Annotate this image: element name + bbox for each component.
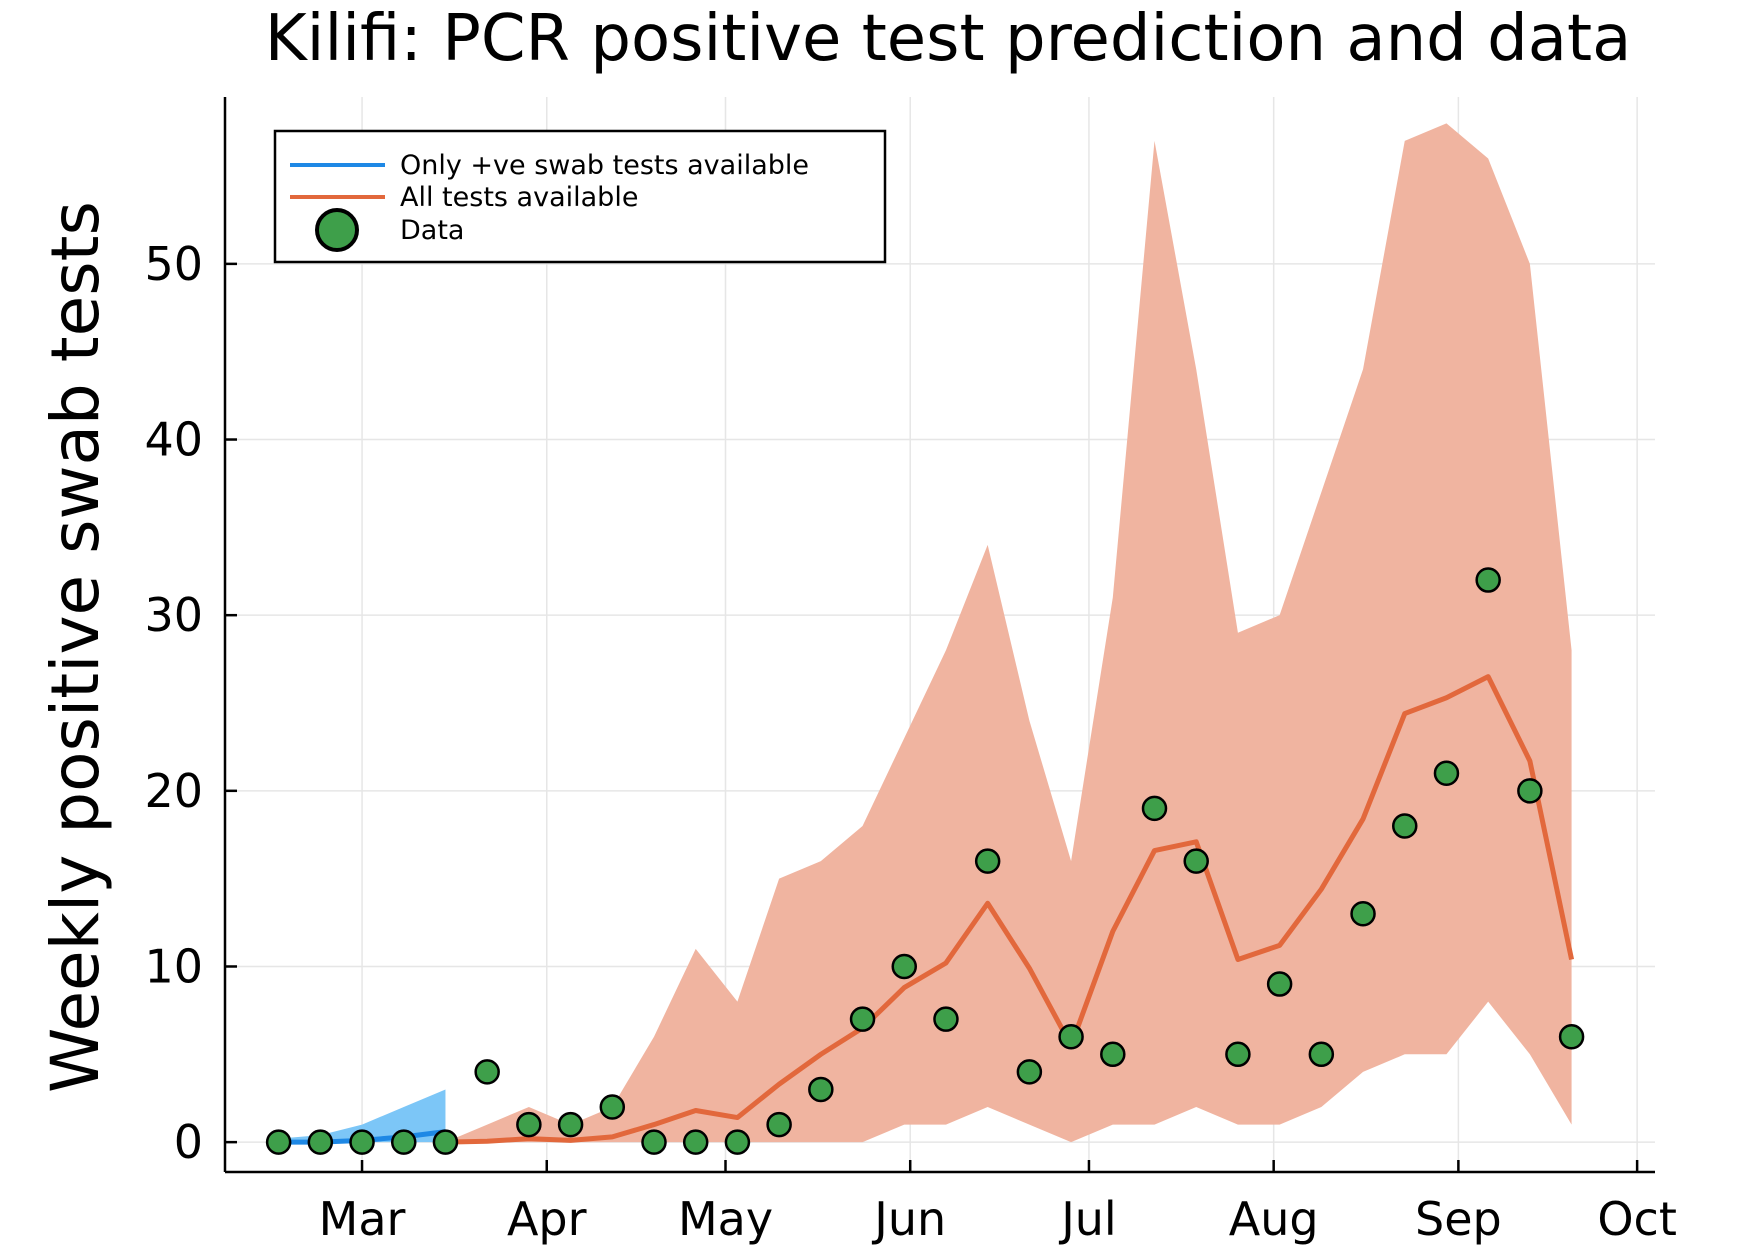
data-point <box>849 1006 876 1032</box>
data-point <box>724 1129 751 1155</box>
y-tick-label: 10 <box>144 939 203 993</box>
data-point <box>349 1129 375 1155</box>
data-point <box>808 1076 834 1103</box>
x-tick-label: Jul <box>1058 1192 1117 1246</box>
y-tick-label: 40 <box>144 413 203 467</box>
data-point <box>766 1111 792 1138</box>
x-tick-label: Jun <box>871 1192 946 1246</box>
chart-title: Kilifi: PCR positive test prediction and… <box>265 2 1632 76</box>
x-tick-label: Sep <box>1415 1192 1502 1246</box>
data-point <box>1058 1023 1084 1050</box>
data-point <box>682 1129 709 1155</box>
data-point <box>933 1006 959 1032</box>
x-tick-label: May <box>678 1192 773 1246</box>
data-point <box>1308 1041 1335 1068</box>
data-point <box>307 1129 334 1155</box>
data-point <box>1225 1041 1251 1068</box>
axes: 0 10 20 30 40 50 Mar Apr May Jun Jul Aug Sep Oct <box>144 97 1677 1246</box>
legend: Only +ve swab tests available All tests … <box>273 129 887 264</box>
legend-label-data: Data <box>400 215 464 246</box>
data-point <box>1475 567 1501 593</box>
data-point <box>557 1111 584 1138</box>
data-point <box>891 953 917 980</box>
data-point <box>516 1111 542 1138</box>
legend-swatch-data <box>315 208 359 252</box>
data-point <box>599 1094 626 1120</box>
data-point <box>432 1129 459 1155</box>
band-all-tests <box>445 123 1572 1143</box>
y-axis-label: Weekly positive swab tests <box>37 201 114 1093</box>
confidence-bands <box>278 123 1572 1143</box>
data-point <box>1141 795 1168 822</box>
data-point <box>1100 1041 1126 1068</box>
y-tick-label: 30 <box>144 588 203 642</box>
data-point <box>1517 778 1543 804</box>
y-tick-label: 20 <box>144 764 203 818</box>
data-point <box>974 848 1001 874</box>
y-tick-label: 0 <box>174 1115 203 1169</box>
x-tick-label: Oct <box>1597 1192 1677 1246</box>
data-point <box>1433 760 1460 787</box>
legend-label-all-tests: All tests available <box>400 182 638 213</box>
data-point <box>474 1059 500 1085</box>
y-tick-label: 50 <box>144 237 203 291</box>
band-only-positive <box>278 1089 446 1143</box>
legend-label-only-positive: Only +ve swab tests available <box>400 150 809 181</box>
data-points <box>265 567 1585 1155</box>
data-point <box>1392 813 1418 839</box>
data-point <box>265 1129 292 1155</box>
data-point <box>1183 848 1209 874</box>
data-point <box>1266 971 1293 997</box>
data-point <box>1350 901 1376 927</box>
data-point <box>1558 1023 1585 1050</box>
line-all-tests <box>445 674 1575 1145</box>
data-point <box>1016 1059 1043 1085</box>
x-tick-label: Apr <box>507 1192 587 1246</box>
data-point <box>391 1129 417 1155</box>
data-point <box>641 1129 667 1155</box>
x-tick-label: Aug <box>1229 1192 1319 1246</box>
x-tick-label: Mar <box>319 1192 406 1246</box>
